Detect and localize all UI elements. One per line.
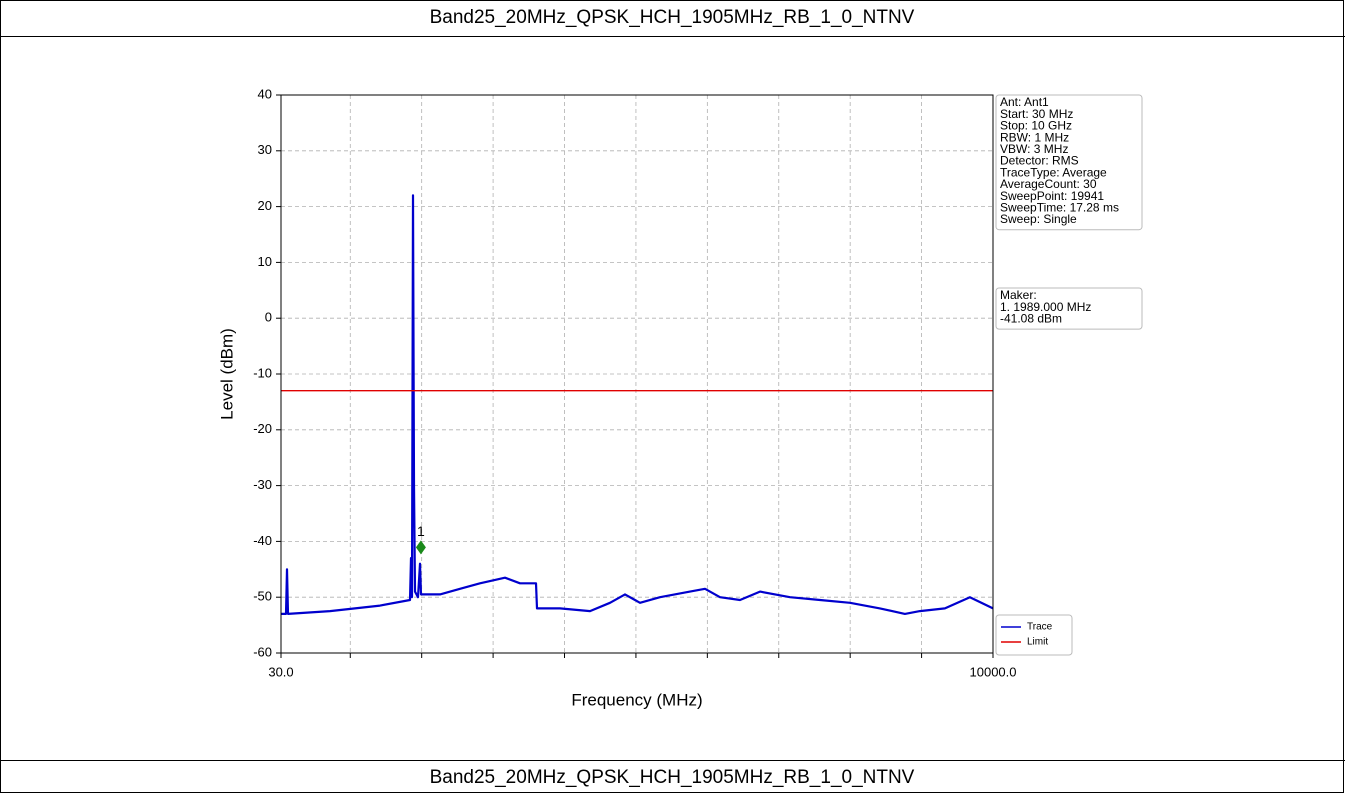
x-tick-label: 10000.0 bbox=[970, 664, 1017, 679]
y-tick-label: 10 bbox=[258, 254, 272, 269]
marker-label: 1 bbox=[417, 523, 425, 539]
y-tick-label: 30 bbox=[258, 142, 272, 157]
y-tick-label: 20 bbox=[258, 198, 272, 213]
info-box-line: Ant: Ant1 bbox=[1000, 95, 1049, 109]
plot-frame bbox=[280, 94, 994, 654]
info-box-line: Sweep: Single bbox=[1000, 212, 1077, 226]
y-tick-label: -50 bbox=[253, 589, 272, 604]
info-box-line: SweepPoint: 19941 bbox=[1000, 189, 1104, 203]
y-axis-label: Level (dBm) bbox=[217, 328, 236, 420]
info-box-line: Start: 30 MHz bbox=[1000, 107, 1073, 121]
info-box-line: SweepTime: 17.28 ms bbox=[1000, 200, 1119, 214]
legend-box bbox=[995, 614, 1073, 656]
y-tick-label: 0 bbox=[265, 310, 272, 325]
marker-box-line: 1. 1989.000 MHz bbox=[1000, 300, 1091, 314]
info-box-line: VBW: 3 MHz bbox=[1000, 142, 1068, 156]
legend-label: Trace bbox=[1027, 622, 1053, 633]
page-caption: Band25_20MHz_QPSK_HCH_1905MHz_RB_1_0_NTN… bbox=[430, 767, 915, 788]
y-tick-label: -20 bbox=[253, 421, 272, 436]
info-box-line: Stop: 10 GHz bbox=[1000, 119, 1072, 133]
info-box-line: TraceType: Average bbox=[1000, 165, 1107, 179]
y-tick-label: -30 bbox=[253, 477, 272, 492]
legend-label: Limit bbox=[1027, 637, 1048, 648]
info-box bbox=[995, 94, 1143, 231]
y-tick-label: -60 bbox=[253, 644, 272, 659]
info-box-line: RBW: 1 MHz bbox=[1000, 130, 1069, 144]
y-tick-label: -10 bbox=[253, 365, 272, 380]
marker-box-line: -41.08 dBm bbox=[1000, 312, 1062, 326]
x-axis-label: Frequency (MHz) bbox=[571, 690, 702, 709]
series-line bbox=[281, 194, 994, 615]
marker bbox=[415, 540, 426, 555]
marker-box-line: Maker: bbox=[1000, 288, 1037, 302]
page-title: Band25_20MHz_QPSK_HCH_1905MHz_RB_1_0_NTN… bbox=[430, 7, 915, 28]
x-tick-label: 30.0 bbox=[268, 664, 293, 679]
marker-box bbox=[995, 287, 1143, 330]
info-box-line: AverageCount: 30 bbox=[1000, 177, 1097, 191]
y-tick-label: -40 bbox=[253, 533, 272, 548]
y-tick-label: 40 bbox=[258, 86, 272, 101]
info-box-line: Detector: RMS bbox=[1000, 154, 1079, 168]
